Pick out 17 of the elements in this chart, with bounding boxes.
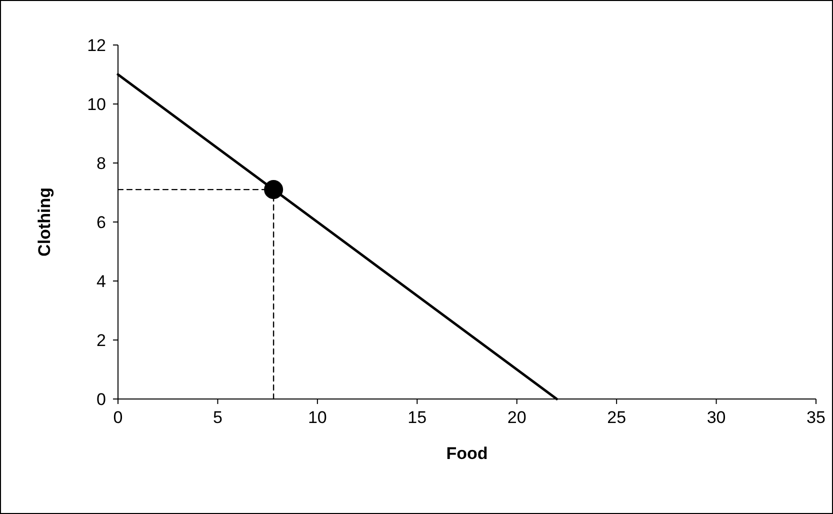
y-tick-label: 2: [96, 331, 106, 350]
x-tick-label: 35: [806, 408, 826, 427]
y-axis-title: Clothing: [35, 188, 54, 256]
y-tick-label: 0: [96, 390, 106, 409]
x-tick-label: 10: [308, 408, 327, 427]
x-tick-label: 5: [212, 408, 222, 427]
x-tick-label: 25: [607, 408, 626, 427]
x-tick-label: 30: [706, 408, 726, 427]
y-tick-label: 12: [87, 36, 106, 55]
x-tick-label: 0: [113, 408, 123, 427]
x-axis-title: Food: [446, 444, 488, 463]
y-tick-label: 4: [96, 272, 106, 291]
y-tick-label: 8: [96, 154, 106, 173]
y-tick-label: 10: [87, 95, 106, 114]
y-tick-label: 6: [96, 213, 106, 232]
x-tick-label: 20: [507, 408, 526, 427]
x-tick-label: 15: [408, 408, 427, 427]
